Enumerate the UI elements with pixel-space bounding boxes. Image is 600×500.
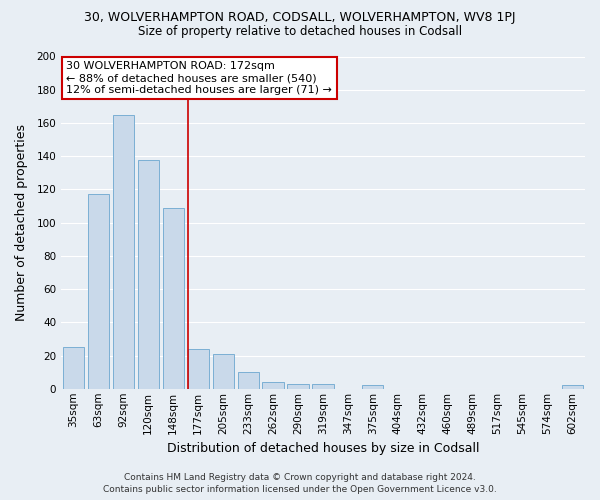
Bar	[362, 386, 383, 389]
Bar	[313, 384, 334, 389]
Text: 30 WOLVERHAMPTON ROAD: 172sqm
← 88% of detached houses are smaller (540)
12% of : 30 WOLVERHAMPTON ROAD: 172sqm ← 88% of d…	[66, 62, 332, 94]
Bar	[137, 160, 159, 389]
X-axis label: Distribution of detached houses by size in Codsall: Distribution of detached houses by size …	[167, 442, 479, 455]
Bar	[212, 354, 234, 389]
Bar	[238, 372, 259, 389]
Bar	[163, 208, 184, 389]
Y-axis label: Number of detached properties: Number of detached properties	[15, 124, 28, 321]
Bar	[562, 386, 583, 389]
Text: Contains HM Land Registry data © Crown copyright and database right 2024.
Contai: Contains HM Land Registry data © Crown c…	[103, 472, 497, 494]
Bar	[63, 347, 84, 389]
Bar	[88, 194, 109, 389]
Bar	[188, 349, 209, 389]
Bar	[113, 114, 134, 389]
Text: Size of property relative to detached houses in Codsall: Size of property relative to detached ho…	[138, 25, 462, 38]
Bar	[262, 382, 284, 389]
Bar	[287, 384, 308, 389]
Text: 30, WOLVERHAMPTON ROAD, CODSALL, WOLVERHAMPTON, WV8 1PJ: 30, WOLVERHAMPTON ROAD, CODSALL, WOLVERH…	[84, 12, 516, 24]
